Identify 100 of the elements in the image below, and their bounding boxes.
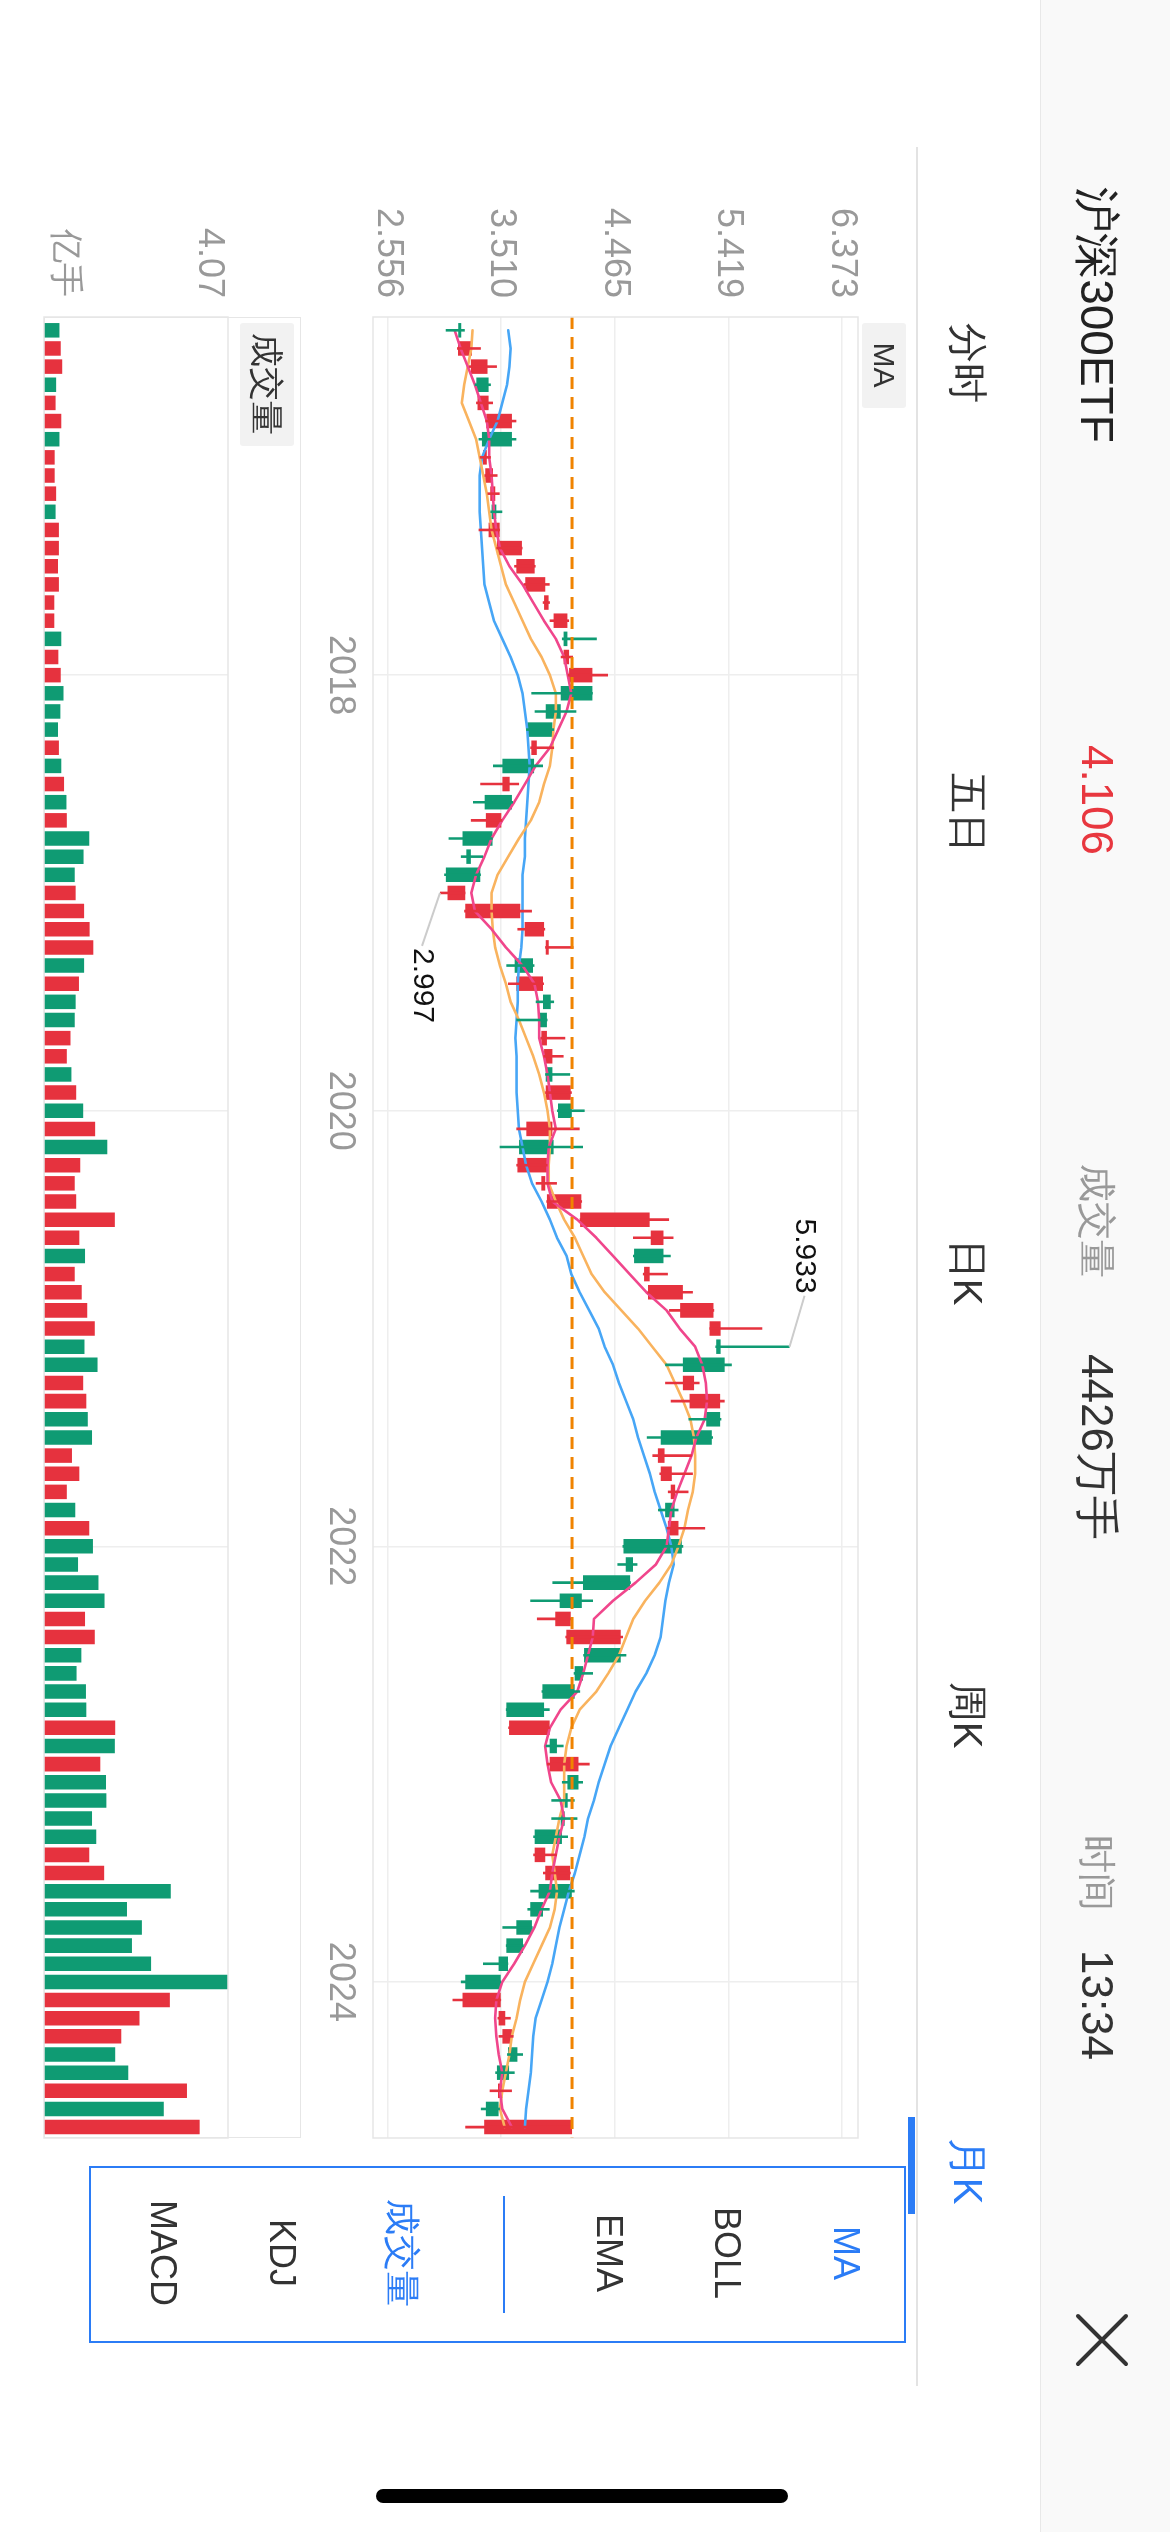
text: KDJ	[262, 2218, 303, 2288]
bar	[44, 2029, 122, 2044]
bar	[44, 1920, 142, 1935]
bar	[44, 1847, 90, 1863]
bar	[44, 1121, 96, 1137]
bar	[44, 486, 57, 501]
bar	[44, 1702, 87, 1717]
bar	[44, 1811, 93, 1826]
bar	[44, 1775, 107, 1790]
bar	[44, 1938, 132, 1953]
x-tick-label: 2.556	[369, 207, 411, 298]
text: 4426万手	[1073, 1354, 1122, 1540]
bar	[44, 1393, 87, 1409]
bar	[44, 1321, 95, 1336]
bar	[44, 1502, 76, 1518]
bar	[44, 849, 84, 864]
bar	[44, 958, 85, 973]
bar	[44, 1466, 80, 1481]
bar	[44, 2065, 129, 2080]
annotation: 2.997	[407, 947, 441, 1024]
bar	[44, 1067, 72, 1082]
bar	[44, 1520, 90, 1536]
bar	[44, 468, 55, 483]
bar	[44, 577, 59, 592]
bar	[44, 1484, 67, 1500]
y-tick-label: 2020	[322, 1070, 364, 1151]
bar	[44, 1883, 171, 1899]
bar	[44, 1611, 86, 1627]
bar	[44, 341, 61, 356]
bar	[44, 994, 76, 1010]
text: 亿手	[48, 229, 86, 297]
bar	[44, 1666, 77, 1681]
bar	[44, 1647, 82, 1663]
text: 成交量	[1076, 1164, 1118, 1278]
bar	[44, 885, 76, 901]
bar	[44, 831, 90, 846]
text: 4.106	[1073, 744, 1122, 856]
bar	[44, 1103, 84, 1118]
bar	[44, 1720, 116, 1736]
bar	[44, 1230, 80, 1246]
bar	[44, 813, 67, 828]
y-tick-label: 2022	[322, 1506, 364, 1587]
bar	[44, 940, 94, 955]
bar	[44, 1974, 228, 1990]
annotation: 5.933	[790, 1218, 824, 1294]
bar	[44, 1412, 88, 1427]
y-tick-label: 2018	[322, 635, 364, 716]
text: EMA	[589, 2213, 630, 2293]
bar	[44, 921, 90, 937]
bar	[44, 1339, 85, 1354]
bar	[44, 1557, 79, 1572]
bar	[44, 1448, 72, 1463]
bar	[44, 522, 59, 538]
bar	[44, 1738, 115, 1754]
bar	[44, 1012, 75, 1028]
text: 周K	[946, 1681, 990, 1749]
bar	[44, 1375, 84, 1391]
bar	[44, 1266, 75, 1282]
bar	[44, 1793, 107, 1808]
bar	[44, 1030, 71, 1046]
bar	[44, 504, 56, 520]
bar	[44, 686, 64, 701]
bar	[44, 1902, 127, 1917]
bar	[44, 1575, 99, 1590]
text: 沪深300ETF	[1071, 187, 1123, 443]
bar	[44, 1284, 82, 1300]
bar	[44, 1956, 152, 1972]
bar	[44, 1085, 77, 1100]
bar	[44, 377, 57, 393]
bar	[44, 1049, 67, 1064]
bar	[44, 1992, 170, 2008]
bar	[44, 1194, 77, 1209]
text: 分时	[946, 323, 990, 403]
bar	[44, 2047, 116, 2062]
bar	[44, 2010, 140, 2026]
bar	[44, 1248, 86, 1264]
x-tick-label: 6.373	[824, 207, 866, 298]
bar	[44, 740, 59, 756]
x-tick-label: 3.510	[483, 207, 525, 298]
x-tick-label: 4.465	[596, 207, 638, 298]
text: 时间	[1076, 1835, 1118, 1911]
bar	[44, 558, 58, 574]
bar	[44, 540, 59, 556]
bar	[44, 867, 75, 883]
bar	[44, 1539, 93, 1554]
text: MA	[826, 2226, 867, 2280]
bar	[44, 976, 79, 991]
bar	[44, 1865, 105, 1881]
bar	[44, 2101, 164, 2117]
bar	[44, 1430, 93, 1445]
bar	[44, 1303, 88, 1318]
text: 五日	[946, 773, 990, 853]
bar	[44, 1357, 98, 1373]
bar	[44, 776, 65, 792]
bar	[44, 2119, 200, 2135]
bar	[44, 667, 61, 683]
bar	[44, 1139, 108, 1155]
bar	[44, 395, 56, 411]
bar	[44, 1829, 97, 1844]
text: 成交量	[382, 2199, 423, 2307]
